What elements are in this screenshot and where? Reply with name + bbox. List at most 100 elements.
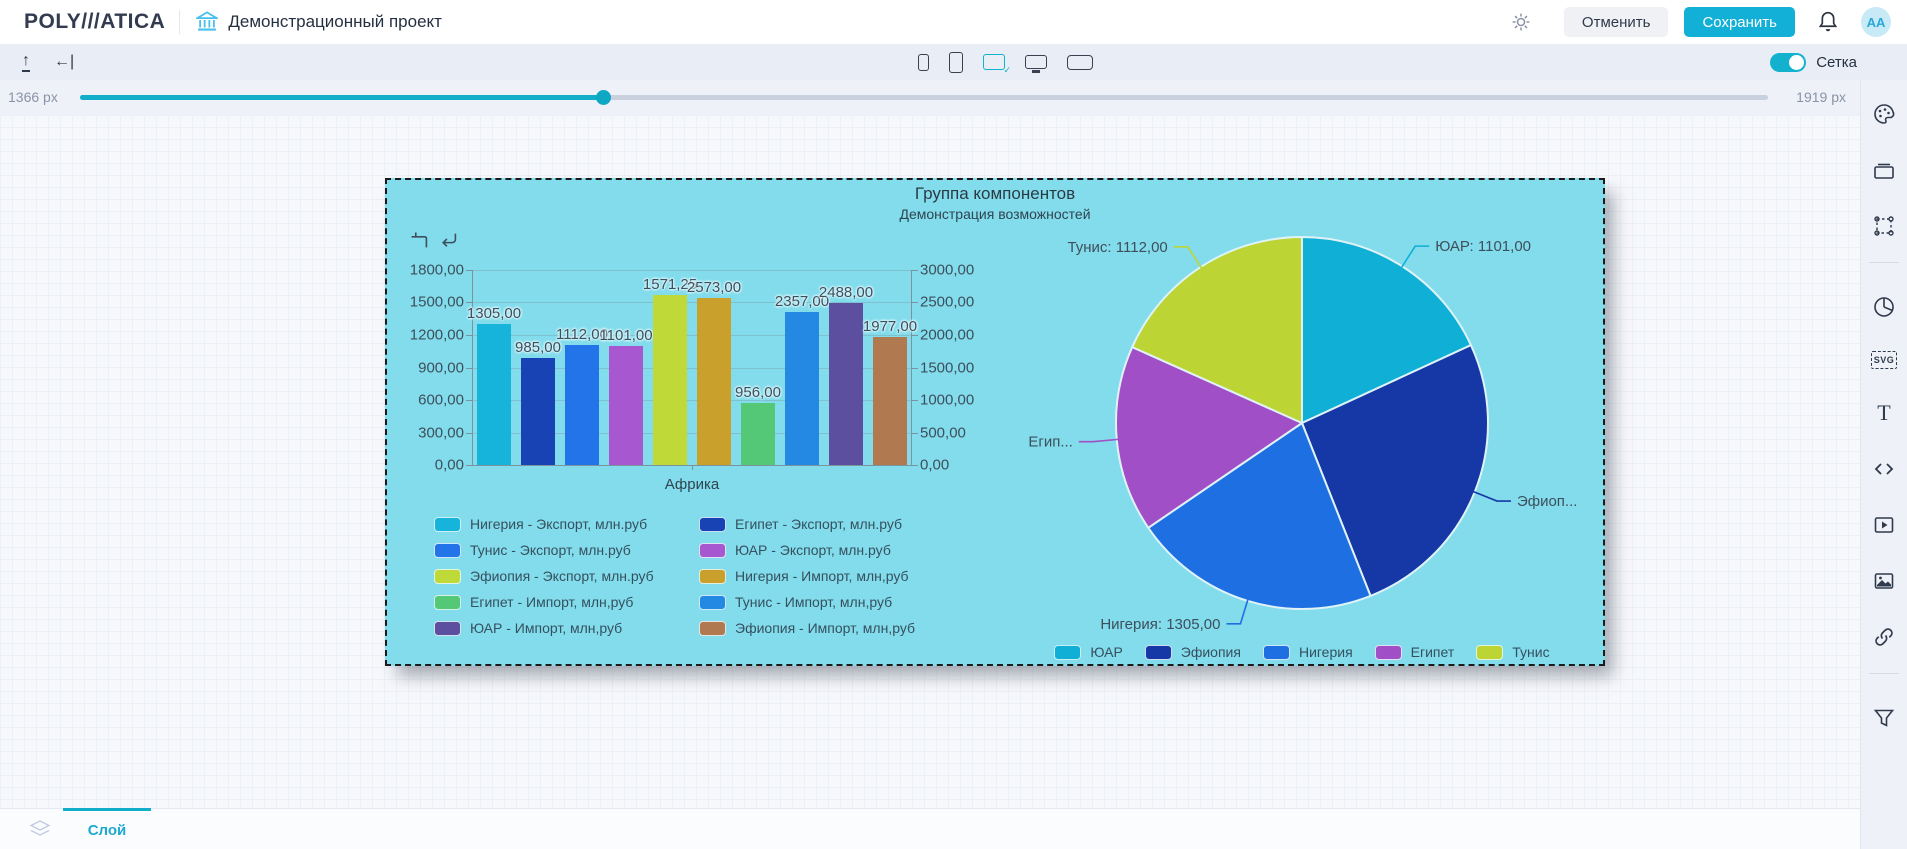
text-tool-icon[interactable]: T bbox=[1877, 400, 1891, 425]
grid-toggle[interactable] bbox=[1770, 52, 1807, 72]
cancel-button[interactable]: Отменить bbox=[1563, 7, 1669, 37]
bar-value-label: 985,00 bbox=[515, 339, 561, 357]
bar-legend-item[interactable]: Эфиопия - Экспорт, млн.руб bbox=[434, 568, 699, 584]
pie-legend-item[interactable]: Нигерия bbox=[1262, 644, 1353, 660]
bar-left-axis-tick: 300,00 bbox=[418, 424, 464, 441]
collapse-left-icon[interactable]: ←| bbox=[54, 53, 75, 70]
legend-swatch bbox=[1374, 644, 1402, 660]
bar-gridline bbox=[466, 334, 918, 336]
pie-legend-item[interactable]: Эфиопия bbox=[1144, 644, 1241, 660]
legend-swatch bbox=[434, 516, 461, 532]
pie-chart-tool-icon[interactable] bbox=[1872, 295, 1896, 319]
device-display-icon[interactable] bbox=[1067, 54, 1093, 70]
slider-max-label: 1919 px bbox=[1796, 89, 1846, 105]
bar[interactable]: 956,00 bbox=[735, 384, 781, 465]
layers-icon[interactable] bbox=[30, 820, 50, 838]
bar-legend-item[interactable]: ЮАР - Экспорт, млн.руб bbox=[699, 542, 964, 558]
pie-legend-item[interactable]: ЮАР bbox=[1054, 644, 1123, 660]
bar-legend-item[interactable]: ЮАР - Импорт, млн,руб bbox=[434, 620, 699, 636]
legend-swatch bbox=[1144, 644, 1172, 660]
component-subtitle: Демонстрация возможностей bbox=[899, 206, 1091, 222]
width-slider-thumb[interactable] bbox=[596, 90, 612, 105]
image-tool-icon[interactable] bbox=[1872, 569, 1896, 593]
legend-swatch bbox=[699, 594, 726, 610]
user-avatar[interactable]: AA bbox=[1861, 7, 1891, 37]
project-bank-icon bbox=[196, 11, 219, 31]
notifications-bell-icon[interactable] bbox=[1817, 10, 1839, 34]
bar-legend-item[interactable]: Тунис - Импорт, млн,руб bbox=[699, 594, 964, 610]
svg-tool-icon[interactable]: SVG bbox=[1870, 351, 1898, 369]
video-tool-icon[interactable] bbox=[1872, 513, 1896, 537]
bar-legend-item[interactable]: Эфиопия - Импорт, млн,руб bbox=[699, 620, 964, 636]
bar[interactable]: 1571,25 bbox=[643, 276, 697, 465]
bar-gridline bbox=[466, 367, 918, 369]
bar-legend-item[interactable]: Тунис - Экспорт, млн.руб bbox=[434, 542, 699, 558]
legend-swatch bbox=[699, 542, 726, 558]
bar-legend-item[interactable]: Нигерия - Экспорт, млн.руб bbox=[434, 516, 699, 532]
legend-label: Нигерия bbox=[1298, 644, 1353, 660]
device-phone-icon[interactable] bbox=[949, 51, 963, 73]
bar-right-axis-tick: 1000,00 bbox=[920, 391, 975, 409]
bar[interactable]: 985,00 bbox=[515, 339, 561, 465]
bar[interactable]: 2488,00 bbox=[819, 284, 873, 465]
legend-label: Эфиопия bbox=[1180, 644, 1241, 660]
legend-swatch bbox=[434, 594, 461, 610]
save-button[interactable]: Сохранить bbox=[1684, 7, 1795, 37]
bar-left-axis-tick: 1500,00 bbox=[409, 293, 464, 311]
device-monitor-icon[interactable] bbox=[1025, 55, 1047, 69]
width-slider[interactable] bbox=[80, 90, 1768, 105]
bar-left-axis-tick: 1800,00 bbox=[409, 261, 464, 279]
component-group[interactable]: Группа компонентов Демонстрация возможно… bbox=[385, 178, 1605, 666]
legend-label: Египет bbox=[1410, 644, 1455, 660]
legend-label: ЮАР - Импорт, млн,руб bbox=[470, 620, 623, 636]
link-tool-icon[interactable] bbox=[1872, 625, 1896, 649]
crop-icon[interactable] bbox=[411, 232, 428, 249]
bar[interactable]: 2357,00 bbox=[775, 293, 829, 465]
undo-rotate-icon[interactable] bbox=[440, 232, 457, 249]
bar[interactable]: 1305,00 bbox=[467, 305, 521, 465]
legend-label: Египет - Импорт, млн,руб bbox=[470, 594, 634, 610]
pie-leader-line bbox=[1173, 245, 1204, 270]
bar-chart-legend: Нигерия - Экспорт, млн.руб Египет - Экспо… bbox=[434, 516, 964, 636]
pie-leader-line bbox=[1226, 597, 1250, 625]
bar-value-label: 2357,00 bbox=[774, 292, 830, 310]
upload-icon[interactable]: ↑ bbox=[22, 52, 30, 72]
device-size-switcher: ✓ bbox=[918, 44, 1093, 80]
bar-value-label: 1571,25 bbox=[642, 275, 698, 293]
bar[interactable]: 2573,00 bbox=[687, 279, 741, 465]
code-tool-icon[interactable] bbox=[1872, 457, 1896, 481]
bar-value-label: 1977,00 bbox=[862, 317, 918, 335]
design-canvas[interactable]: Группа компонентов Демонстрация возможно… bbox=[0, 115, 1860, 808]
pie-slice-label: Тунис: 1112,00 bbox=[1067, 239, 1167, 256]
bar[interactable]: 1101,00 bbox=[599, 327, 653, 465]
legend-swatch bbox=[699, 568, 726, 584]
device-selected-check-icon: ✓ bbox=[1003, 65, 1011, 75]
bar-value-label: 1101,00 bbox=[599, 326, 653, 344]
pie-legend-item[interactable]: Тунис bbox=[1476, 644, 1550, 660]
bar-legend-item[interactable]: Египет - Импорт, млн,руб bbox=[434, 594, 699, 610]
transform-frame-icon[interactable] bbox=[1872, 214, 1896, 238]
bar-legend-item[interactable]: Нигерия - Импорт, млн,руб bbox=[699, 568, 964, 584]
bar[interactable]: 1112,00 bbox=[556, 326, 608, 465]
palette-icon[interactable] bbox=[1872, 102, 1896, 126]
app-logo: POLY///ATICA bbox=[24, 10, 166, 33]
pie-leader-line bbox=[1078, 438, 1120, 443]
bar-legend-item[interactable]: Египет - Экспорт, млн.руб bbox=[699, 516, 964, 532]
layers-bottom-bar: Слой bbox=[0, 808, 1907, 849]
pie-legend-item[interactable]: Египет bbox=[1374, 644, 1455, 660]
sidebar-divider bbox=[1869, 262, 1899, 263]
pie-plot-area[interactable]: ЮАРЮАР: 1101,00ЭфиопияЭфиоп...НигерияНиг… bbox=[1007, 218, 1597, 632]
bar[interactable]: 1977,00 bbox=[863, 318, 917, 465]
device-phone-small-icon[interactable] bbox=[918, 53, 929, 71]
bar-gridline bbox=[466, 432, 918, 434]
layer-tab[interactable]: Слой bbox=[63, 808, 151, 849]
settings-gear-icon[interactable] bbox=[1510, 11, 1532, 33]
sidebar-divider bbox=[1869, 673, 1899, 674]
container-icon[interactable] bbox=[1872, 158, 1896, 182]
bar-left-axis-tick: 900,00 bbox=[418, 359, 464, 376]
legend-swatch bbox=[699, 516, 726, 532]
filter-tool-icon[interactable] bbox=[1872, 706, 1896, 730]
device-tablet-icon[interactable]: ✓ bbox=[983, 54, 1011, 75]
legend-label: ЮАР - Экспорт, млн.руб bbox=[735, 542, 891, 558]
bar-value-label: 1112,00 bbox=[556, 325, 608, 343]
